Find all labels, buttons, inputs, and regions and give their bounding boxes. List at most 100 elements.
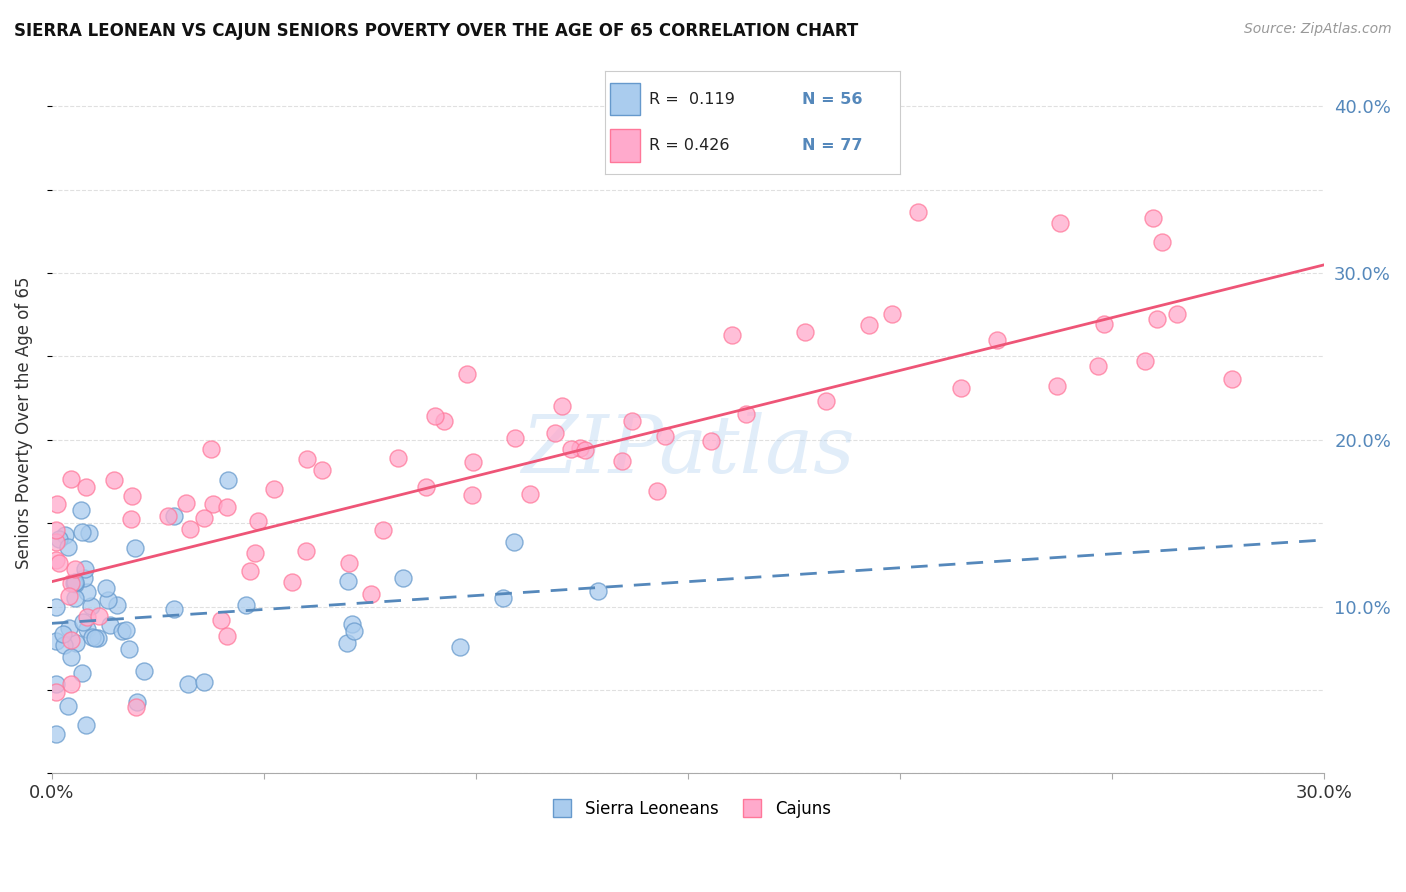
Point (72, 524, 94, 539)
Point (235, 598, 257, 612)
Point (735, 407, 758, 421)
Point (58, 621, 80, 635)
Point (202, 497, 225, 511)
Text: SIERRA LEONEAN VS CAJUN SENIORS POVERTY OVER THE AGE OF 65 CORRELATION CHART: SIERRA LEONEAN VS CAJUN SENIORS POVERTY … (14, 22, 858, 40)
Point (574, 442, 596, 457)
Point (492, 591, 515, 606)
Point (59, 676, 82, 690)
Point (76, 610, 98, 624)
Point (156, 508, 179, 523)
Point (1142, 211, 1164, 226)
Point (60, 633, 83, 648)
Point (246, 514, 269, 528)
Point (82, 630, 104, 644)
Point (79, 526, 101, 541)
Point (163, 602, 186, 616)
Point (58, 589, 80, 603)
Point (425, 409, 447, 424)
Point (45, 498, 67, 512)
Text: ZIPatlas: ZIPatlas (522, 412, 855, 490)
Point (432, 414, 454, 428)
Point (73, 571, 96, 585)
Point (48, 532, 70, 546)
Point (70, 503, 93, 517)
Point (949, 381, 972, 395)
Point (519, 486, 541, 500)
Point (461, 455, 484, 469)
Point (193, 675, 215, 690)
Point (45, 523, 67, 537)
Point (84, 631, 107, 645)
Point (76, 622, 98, 636)
Point (121, 489, 143, 503)
Point (986, 334, 1008, 348)
Point (502, 535, 524, 549)
Point (193, 511, 215, 525)
Point (449, 640, 471, 654)
Point (569, 441, 592, 455)
Point (336, 574, 359, 588)
Point (700, 434, 723, 448)
Point (550, 399, 572, 413)
Point (295, 452, 318, 467)
Point (360, 586, 382, 600)
Point (124, 541, 146, 556)
Point (209, 613, 232, 627)
Point (63, 591, 86, 605)
Point (336, 636, 359, 650)
Point (120, 512, 142, 526)
Point (179, 522, 201, 536)
Point (337, 556, 360, 570)
Point (263, 482, 285, 496)
Point (340, 616, 363, 631)
Point (52, 638, 75, 652)
Text: R =  0.119: R = 0.119 (650, 92, 735, 106)
Point (72, 615, 94, 629)
Point (80, 599, 103, 613)
Point (1094, 317, 1116, 331)
Point (45, 600, 67, 615)
Point (200, 442, 222, 457)
Point (65, 576, 87, 591)
Text: N = 77: N = 77 (803, 137, 863, 153)
Point (125, 699, 148, 714)
Point (814, 393, 837, 408)
Point (127, 695, 149, 709)
Point (281, 574, 304, 589)
Point (45, 553, 67, 567)
Point (387, 451, 409, 466)
Point (163, 509, 186, 524)
Text: R = 0.426: R = 0.426 (650, 137, 730, 153)
Point (907, 204, 929, 219)
Point (1133, 354, 1156, 368)
Point (217, 473, 239, 487)
Point (105, 598, 128, 612)
Point (1049, 217, 1071, 231)
Point (76, 584, 98, 599)
Point (65, 636, 87, 650)
Point (882, 307, 904, 321)
Point (52, 627, 75, 641)
Point (53, 528, 76, 542)
Point (63, 562, 86, 576)
Point (56, 699, 79, 714)
Point (295, 544, 318, 558)
Y-axis label: Seniors Poverty Over the Age of 65: Seniors Poverty Over the Age of 65 (15, 277, 32, 569)
Point (45, 727, 67, 741)
Point (215, 629, 238, 643)
Point (45, 535, 67, 549)
Point (72, 666, 94, 681)
Point (75, 718, 97, 732)
Point (612, 454, 634, 468)
Point (794, 326, 817, 340)
Point (858, 318, 880, 332)
Point (215, 500, 238, 514)
Point (1220, 371, 1243, 385)
Point (243, 546, 266, 560)
Point (456, 367, 478, 381)
Point (1087, 359, 1109, 373)
FancyBboxPatch shape (610, 128, 640, 161)
Point (48, 556, 70, 570)
FancyBboxPatch shape (610, 83, 640, 115)
Point (586, 583, 609, 598)
